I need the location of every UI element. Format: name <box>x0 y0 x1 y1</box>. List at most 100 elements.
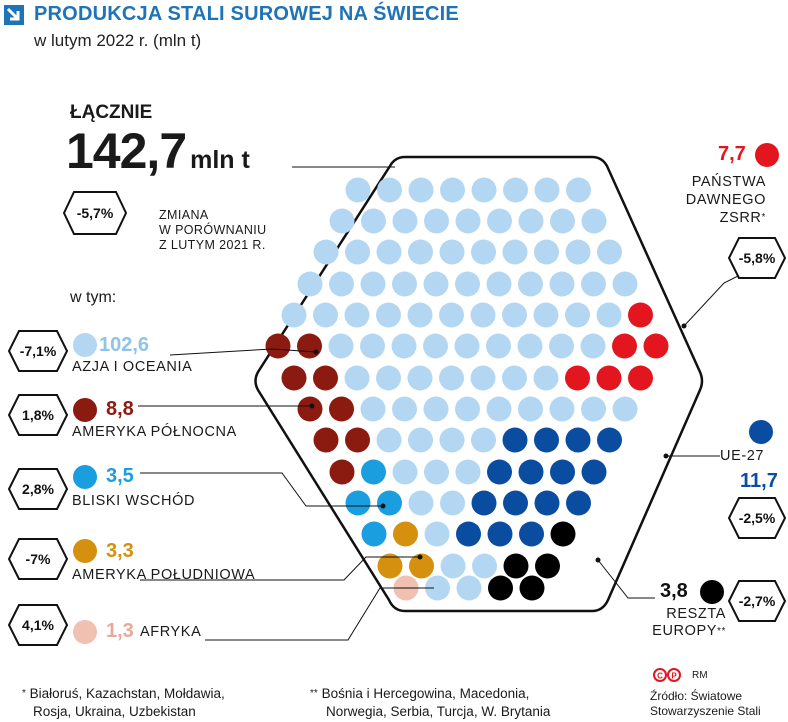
unit-dot <box>581 208 607 234</box>
unit-dot <box>517 333 543 359</box>
legend-marker <box>73 465 97 489</box>
unit-dot <box>313 427 339 453</box>
middle-east-change-badge: 2,8% <box>7 468 69 510</box>
unit-dot <box>503 490 528 516</box>
unit-dot <box>313 239 339 265</box>
leader-dot-asia <box>313 349 319 355</box>
ue-value: 11,7 <box>740 470 778 492</box>
unit-dot <box>550 208 575 234</box>
unit-dot <box>344 365 370 391</box>
unit-dot <box>518 396 543 422</box>
legend-marker <box>73 333 97 357</box>
change-badge-text: 2,8% <box>22 481 54 497</box>
africa-label: AFRYKA <box>140 624 202 640</box>
unit-dot <box>455 459 481 485</box>
chart-title: PRODUKCJA STALI SUROWEJ NA ŚWIECIE <box>34 3 459 25</box>
unit-dot <box>265 333 291 359</box>
footnote-one-star: * Białoruś, Kazachstan, Mołdawia, Rosja,… <box>22 685 225 721</box>
change-badge-text: -5,7% <box>77 205 114 221</box>
unit-dot <box>328 333 354 359</box>
unit-dot <box>377 553 403 579</box>
unit-dot <box>345 239 370 265</box>
legend-marker <box>700 580 724 604</box>
unit-dot <box>534 427 559 453</box>
leader-dot-zssr <box>681 323 687 329</box>
unit-dot <box>392 271 417 297</box>
africa-value: 1,3 <box>106 620 134 642</box>
unit-dot <box>423 271 449 297</box>
reszta-value: 3,8 <box>660 580 688 602</box>
leader-line-reszta <box>597 559 655 599</box>
north-america-label: AMERYKA PÓŁNOCNA <box>72 424 237 440</box>
unit-dot <box>297 333 322 359</box>
unit-dot <box>486 271 512 297</box>
unit-dot <box>345 427 370 453</box>
zssr-label-line: DAWNEGO <box>685 192 766 208</box>
source-line: Stowarzyszenie Stali <box>650 704 761 718</box>
unit-dot <box>502 302 527 328</box>
change-badge-text: 1,8% <box>22 407 54 423</box>
leader-line-middle-east <box>140 472 383 507</box>
legend-marker <box>749 420 773 444</box>
unit-dot <box>518 459 544 485</box>
unit-dot <box>518 271 543 297</box>
unit-dot <box>533 365 559 391</box>
ue-change-badge: -2,5% <box>727 497 787 539</box>
footnote-line: Rosja, Ukraina, Uzbekistan <box>33 704 196 719</box>
unit-dot <box>502 427 528 453</box>
unit-dot <box>596 302 622 328</box>
unit-dot <box>487 459 512 485</box>
unit-dot <box>440 553 466 579</box>
unit-dot <box>471 427 496 453</box>
unit-dot <box>533 302 559 328</box>
unit-dot <box>297 396 323 422</box>
north-america-change-badge: 1,8% <box>7 394 69 436</box>
zssr-value: 7,7 <box>718 143 746 165</box>
unit-dot <box>345 177 371 203</box>
unit-dot <box>439 427 465 453</box>
change-note-line: W PORÓWNANIU <box>159 223 267 237</box>
unit-dot <box>455 208 481 234</box>
unit-dot <box>313 365 338 391</box>
south-america-change-badge: -7% <box>7 538 69 580</box>
change-note-line: Z LUTYM 2021 R. <box>159 238 266 252</box>
unit-dot <box>345 490 371 516</box>
zssr-label: PAŃSTWA DAWNEGO ZSRR* <box>680 173 766 227</box>
unit-dot <box>580 333 606 359</box>
change-badge-text: -2,5% <box>739 510 776 526</box>
total-change-badge: -5,7% <box>62 191 128 235</box>
zssr-label-line: ZSRR* <box>719 210 766 226</box>
unit-dot <box>455 271 480 297</box>
unit-dot <box>297 271 323 297</box>
footnote-line: * Białoruś, Kazachstan, Mołdawia, <box>22 686 225 701</box>
unit-dot <box>628 302 653 328</box>
hexagon-frame <box>254 155 704 613</box>
unit-dot <box>534 239 559 265</box>
unit-dot <box>439 302 464 328</box>
leader-line-south-america <box>140 556 420 581</box>
leader-line-asia <box>169 348 317 356</box>
unit-dot <box>486 333 511 359</box>
unit-dot <box>550 521 576 547</box>
reszta-label-line: EUROPY** <box>652 623 726 639</box>
credit: RM <box>692 670 708 681</box>
unit-dot <box>612 333 637 359</box>
legend-marker <box>73 398 97 422</box>
unit-dot <box>392 459 418 485</box>
source-note: Źródło: Światowe Stowarzyszenie Stali <box>650 689 761 719</box>
change-badge-text: -2,7% <box>739 593 776 609</box>
unit-dot <box>471 239 496 265</box>
unit-dot <box>407 302 433 328</box>
unit-dot <box>549 271 575 297</box>
ue-label: UE-27 <box>720 448 765 464</box>
change-badge-text: -5,8% <box>739 250 776 266</box>
unit-dot <box>360 333 385 359</box>
unit-dot <box>344 302 370 328</box>
unit-dot <box>643 333 669 359</box>
unit-dot <box>329 396 354 422</box>
chart-subtitle: w lutym 2022 r. (mln t) <box>34 31 202 50</box>
unit-dot <box>377 177 402 203</box>
unit-dot <box>581 396 606 422</box>
unit-dot <box>456 575 482 601</box>
unit-dot <box>281 302 307 328</box>
